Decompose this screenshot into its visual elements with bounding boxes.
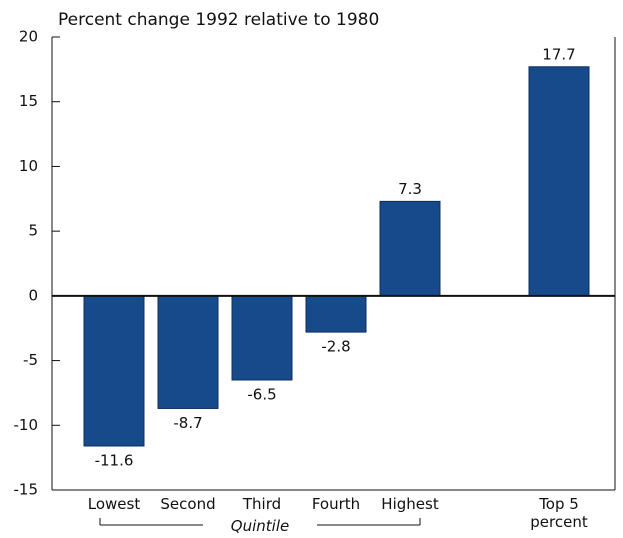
y-tick-label: 20 [19, 28, 38, 46]
value-label: -2.8 [321, 338, 350, 356]
y-tick-label: -5 [23, 351, 38, 369]
x-tick-label: Lowest [87, 495, 141, 513]
bar [83, 295, 145, 447]
y-tick-label: 5 [28, 222, 38, 240]
value-label: -11.6 [95, 451, 134, 469]
bar [305, 295, 367, 333]
chart-title: Percent change 1992 relative to 1980 [58, 10, 380, 30]
bar [528, 66, 590, 297]
value-label: -6.5 [247, 385, 276, 403]
value-label: 17.7 [542, 45, 575, 63]
bar [231, 295, 293, 381]
x-tick-label: Highest [381, 495, 439, 513]
value-label: 7.3 [398, 180, 422, 198]
x-tick-label: Third [242, 495, 282, 513]
x-tick-label: Second [160, 495, 216, 513]
y-tick-label: 10 [19, 157, 38, 175]
x-tick-label: Fourth [311, 495, 361, 513]
y-tick-label: 15 [19, 92, 38, 110]
group-label: Quintile [230, 517, 290, 535]
bar [157, 295, 219, 409]
y-tick-label: -15 [14, 481, 39, 499]
bar [379, 200, 441, 297]
x-tick-label: Top 5 percent [530, 495, 588, 531]
value-label: -8.7 [173, 414, 202, 432]
y-tick-label: -10 [14, 416, 39, 434]
y-tick-label: 0 [28, 286, 38, 304]
